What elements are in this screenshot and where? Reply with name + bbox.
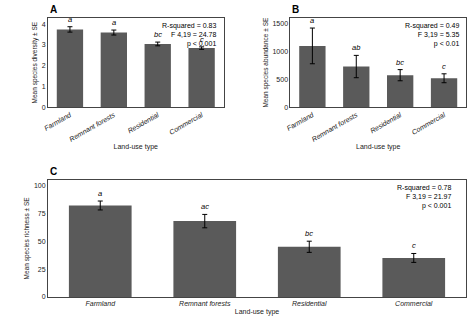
svg-text:500: 500 <box>276 76 288 83</box>
svg-text:c: c <box>442 62 446 71</box>
svg-text:A: A <box>50 4 57 15</box>
svg-text:Farmland: Farmland <box>286 110 316 131</box>
svg-text:a: a <box>310 16 314 25</box>
svg-text:R-squared = 0.78F 3,19 = 21.97: R-squared = 0.78F 3,19 = 21.97p < 0.001 <box>397 184 451 210</box>
svg-text:1000: 1000 <box>272 48 288 55</box>
svg-text:C: C <box>50 166 57 177</box>
svg-text:Residential: Residential <box>369 111 403 135</box>
svg-text:0: 0 <box>42 293 46 300</box>
svg-text:Mean species diversity ± SE: Mean species diversity ± SE <box>31 21 39 103</box>
svg-text:0: 0 <box>284 104 288 111</box>
svg-text:100: 100 <box>34 182 46 189</box>
svg-text:bc: bc <box>305 229 313 238</box>
svg-text:Remnant forests: Remnant forests <box>68 111 116 143</box>
svg-text:Mean species richness ± SE: Mean species richness ± SE <box>23 197 31 280</box>
svg-text:a: a <box>68 15 72 24</box>
svg-text:Farmland: Farmland <box>85 300 116 307</box>
svg-text:bc: bc <box>154 30 162 39</box>
svg-text:R-squared = 0.49F 3,19 = 5.35p: R-squared = 0.49F 3,19 = 5.35p < 0.01 <box>405 22 459 48</box>
svg-text:R-squared = 0.83F 4,19 = 24.78: R-squared = 0.83F 4,19 = 24.78p < 0.001 <box>162 22 216 48</box>
svg-text:Land-use type: Land-use type <box>356 143 400 151</box>
svg-text:c: c <box>200 35 204 44</box>
svg-text:50: 50 <box>38 238 46 245</box>
svg-text:c: c <box>412 241 416 250</box>
svg-text:ac: ac <box>201 202 209 211</box>
svg-text:Remnant forests: Remnant forests <box>311 111 359 143</box>
svg-text:1: 1 <box>42 83 46 90</box>
svg-text:a: a <box>112 18 116 27</box>
svg-text:bc: bc <box>396 58 404 67</box>
svg-text:B: B <box>292 4 299 15</box>
svg-text:Mean species abundance ± SE: Mean species abundance ± SE <box>262 17 270 108</box>
svg-text:Remnant forests: Remnant forests <box>179 300 231 307</box>
svg-text:a: a <box>98 189 102 198</box>
svg-text:Farmland: Farmland <box>43 110 73 131</box>
svg-text:0: 0 <box>42 104 46 111</box>
svg-text:Land-use type: Land-use type <box>235 308 279 316</box>
svg-text:Land-use type: Land-use type <box>114 143 158 151</box>
svg-text:25: 25 <box>38 266 46 273</box>
svg-text:3: 3 <box>42 41 46 48</box>
svg-text:75: 75 <box>38 210 46 217</box>
svg-text:2: 2 <box>42 62 46 69</box>
svg-text:Commercial: Commercial <box>168 111 204 136</box>
svg-text:Residential: Residential <box>126 111 160 135</box>
svg-text:Residential: Residential <box>292 300 327 307</box>
svg-text:Commercial: Commercial <box>410 111 446 136</box>
svg-text:4: 4 <box>42 21 46 28</box>
svg-text:Commercial: Commercial <box>395 300 433 307</box>
svg-text:ab: ab <box>352 43 360 52</box>
svg-text:1500: 1500 <box>272 20 288 27</box>
